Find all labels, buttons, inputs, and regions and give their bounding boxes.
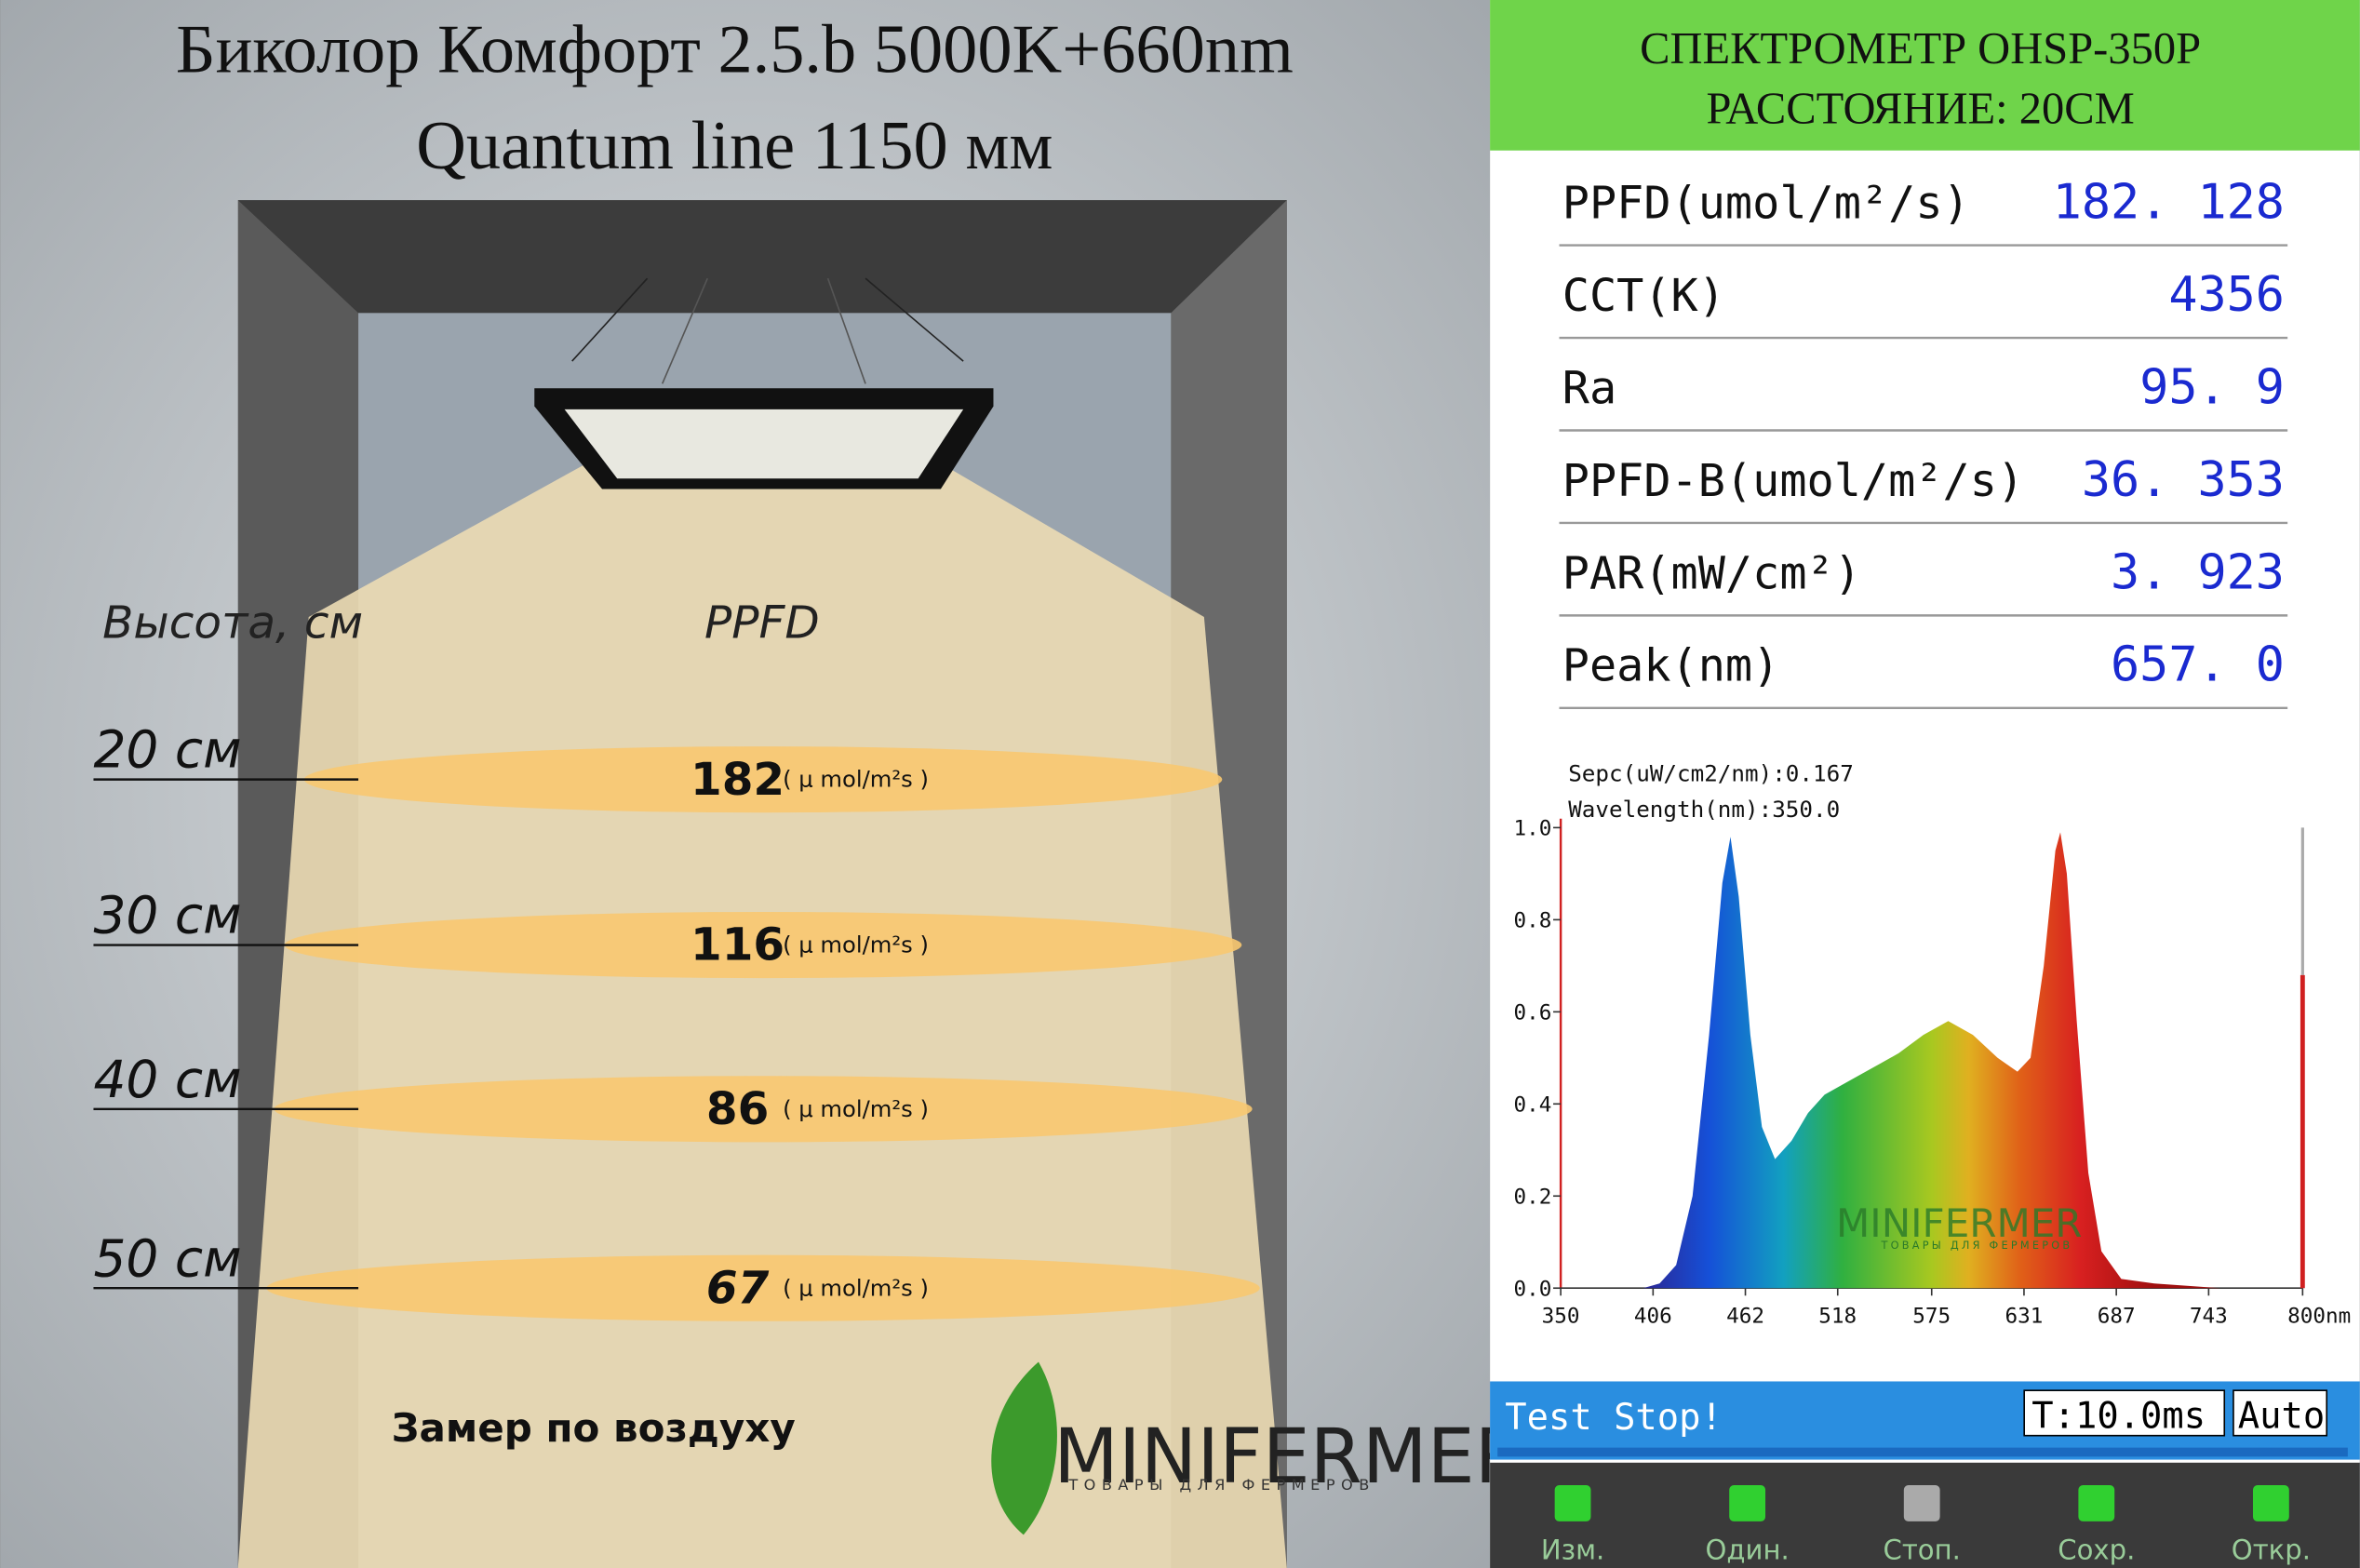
time-box [2023,1389,2226,1437]
title: Биколор Комфорт 2.5.b 5000K+660nm [176,12,1294,88]
height: 40 см [93,1050,241,1109]
y-tick-label: 0.2 [1514,1185,1552,1209]
height: 30 см [93,886,241,945]
ppfd-unit: ( μ mol/m²s ) [783,931,929,958]
x-tick-label: 800nm [2287,1304,2351,1328]
param-value: 36. 353 [2082,452,2285,508]
mode-box [2233,1389,2328,1437]
button-icon [1554,1485,1591,1521]
lamp [534,277,994,489]
ppfd-value: 116 [691,919,784,972]
ppfd-unit: ( μ mol/m²s ) [783,1095,929,1122]
param-label: CCT(K) [1562,270,1725,322]
ppfd-value: 182 [691,754,784,806]
mode: Auto [2238,1396,2325,1438]
ppfd-unit: ( μ mol/m²s ) [783,766,929,793]
logo: MINIFERMER [1053,1414,1527,1501]
ppfd-value: 86 [706,1083,770,1135]
ppfd-unit: ( μ mol/m²s ) [783,1274,929,1301]
x-tick-label: 518 [1818,1304,1857,1328]
param-value: 95. 9 [2139,359,2285,415]
param-value: 657. 0 [2111,637,2285,693]
param-label: PPFD(umol/m²/s) [1562,177,1970,229]
x-tick-label: 350 [1542,1304,1580,1328]
param-label: Peak(nm) [1562,640,1780,692]
button-label[interactable]: Стоп. [1884,1534,1961,1565]
param-value: 182. 128 [2053,174,2285,230]
button-icon [1729,1485,1766,1521]
param-label: PPFD-B(umol/m²/s) [1562,455,2024,507]
ppfd-ellipse [284,911,1242,979]
watermark: MINIFERMER [1836,1200,2082,1246]
x-tick-label: 406 [1634,1304,1672,1328]
param-value: 4356 [2168,267,2285,323]
button-label[interactable]: Изм. [1541,1534,1604,1565]
spectrometer-header [1490,0,2360,151]
x-tick-label: 743 [2190,1304,2228,1328]
logo-sub: ТОВАРЫ ДЛЯ ФЕРМЕРОВ [1067,1476,1374,1494]
button-icon [2252,1485,2289,1521]
x-tick-label: 462 [1726,1304,1764,1328]
height: 20 см [93,720,241,780]
wavelength: Wavelength(nm):350.0 [1568,796,1840,823]
status: Test Stop! [1505,1397,1723,1439]
time: T:10.0ms [2031,1396,2206,1438]
y-tick-label: 1.0 [1514,816,1552,840]
watermark-sub: ТОВАРЫ ДЛЯ ФЕРМЕРОВ [1881,1240,2073,1252]
ppfd-label: PPFD [704,597,820,650]
spectrometer-title: СПЕКТРОМЕТР OHSP-350P [1640,24,2201,74]
logo-leaf [991,1361,1057,1535]
y-tick-label: 0.4 [1514,1092,1552,1117]
ppfd-value: 67 [706,1262,770,1314]
ppfd-ellipse [274,1076,1253,1143]
param-label: PAR(mW/cm²) [1562,547,1861,599]
height-label: Высота, см [102,597,363,650]
button-label[interactable]: Один. [1706,1534,1790,1565]
room-ceiling [237,200,1287,314]
status-line [1497,1447,2348,1457]
button-label[interactable]: Откр. [2232,1534,2311,1565]
y-tick-label: 0.0 [1514,1277,1552,1301]
note: Замер по воздуху [392,1405,796,1451]
x-tick-label: 575 [1912,1304,1951,1328]
spectrometer-panel [1490,0,2360,1568]
ppfd-ellipse [266,1254,1260,1321]
ppfd-ellipse [303,746,1223,813]
param-value: 3. 923 [2111,544,2285,600]
button-icon [2078,1485,2115,1521]
button-icon [1903,1485,1940,1521]
sepc: Sepc(uW/cm2/nm):0.167 [1568,759,1854,786]
param-label: Ra [1562,362,1616,414]
title: Quantum line 1150 мм [416,108,1053,184]
button-label[interactable]: Сохр. [2058,1534,2135,1565]
height: 50 см [93,1228,241,1288]
x-tick-label: 687 [2098,1304,2136,1328]
distance: РАССТОЯНИЕ: 20СМ [1707,85,2135,134]
y-tick-label: 0.8 [1514,908,1552,932]
spectrum-area [1561,832,2303,1289]
x-tick-label: 631 [2005,1304,2044,1328]
y-tick-label: 0.6 [1514,1000,1552,1025]
